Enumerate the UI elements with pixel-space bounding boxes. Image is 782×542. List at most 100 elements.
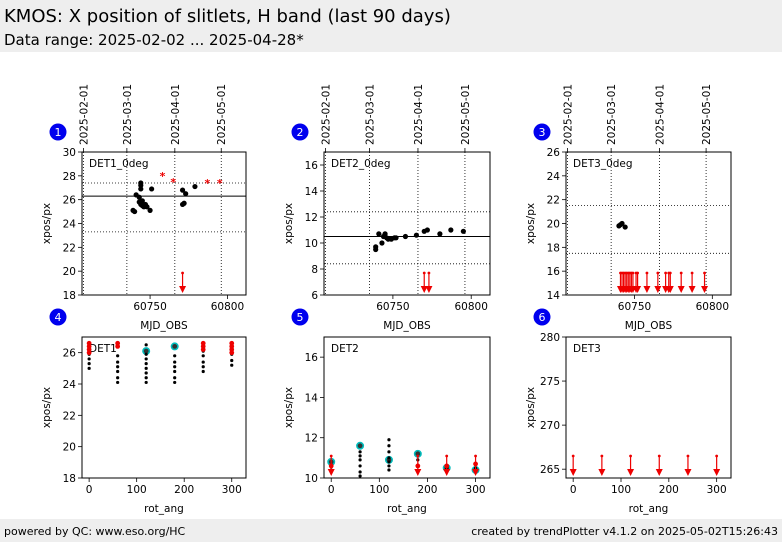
x-axis-label: MJD_OBS — [625, 320, 673, 332]
out-of-range-arrow-tail — [629, 454, 632, 458]
plot-frame — [81, 336, 247, 479]
date-tick-label: 2025-05-01 — [460, 84, 472, 145]
out-of-range-arrow-head — [327, 469, 335, 476]
data-point — [413, 232, 419, 238]
out-of-range-arrow-head — [420, 286, 428, 293]
data-point — [387, 438, 391, 442]
data-point — [173, 365, 177, 369]
out-of-range-arrow-head — [472, 469, 480, 476]
x-tick-label: 60750 — [618, 301, 651, 313]
y-tick-label: 22 — [63, 410, 76, 422]
chart-panel-5: 0 100 200 300 10 12 14 16 rot_ang xpos/px DET2 5 — [283, 308, 491, 515]
x-tick-label: 100 — [127, 484, 147, 496]
chart-panel-3: 2025-02-01 2025-03-01 2025-04-01 2025-05-01… — [525, 84, 732, 332]
plot-frame — [323, 336, 491, 479]
panel-badge — [533, 123, 551, 141]
flagged-point — [115, 344, 121, 349]
data-point — [448, 227, 454, 233]
data-point — [230, 363, 234, 367]
data-point — [116, 354, 120, 358]
x-axis-label: rot_ang — [144, 503, 184, 515]
out-of-range-arrow-tail — [329, 454, 333, 458]
x-axis-label: rot_ang — [387, 503, 427, 515]
y-axis-label: xpos/px — [283, 387, 295, 428]
out-of-range-arrow-tail — [571, 454, 575, 458]
out-of-range-arrow-head — [654, 286, 662, 293]
panel-label: DET2 — [331, 343, 359, 355]
data-point — [144, 343, 148, 347]
data-point — [179, 187, 186, 193]
out-of-range-arrow-tail — [656, 271, 660, 275]
out-of-range-arrow-tail — [631, 271, 635, 275]
data-point — [230, 358, 234, 363]
data-point — [192, 183, 198, 190]
out-of-range-arrow-head — [414, 469, 422, 476]
data-point — [87, 366, 91, 370]
out-of-range-arrow-tail — [657, 454, 661, 458]
y-tick-label: 22 — [547, 195, 560, 207]
page-title: KMOS: X position of slitlets, H band (la… — [4, 6, 451, 27]
data-point — [173, 380, 177, 385]
data-point — [201, 354, 205, 358]
panel-badge — [49, 308, 67, 326]
y-tick-label: 10 — [305, 473, 318, 485]
flagged-point — [86, 350, 92, 356]
y-tick-label: 24 — [63, 379, 77, 391]
data-point — [144, 352, 148, 356]
y-tick-label: 265 — [540, 464, 560, 476]
x-tick-label: 60750 — [133, 301, 166, 313]
x-tick-label: 300 — [466, 484, 486, 496]
y-axis-label: xpos/px — [283, 203, 295, 244]
data-point — [201, 369, 205, 374]
highlight-point — [170, 342, 179, 351]
out-of-range-arrow-tail — [703, 271, 706, 275]
date-tick-label: 2025-03-01 — [364, 84, 376, 145]
y-tick-label: 24 — [547, 171, 561, 183]
panel-badge — [291, 123, 309, 141]
y-tick-label: 14 — [547, 290, 561, 302]
y-tick-label: 20 — [63, 266, 76, 278]
chart-panel-6: 0 100 200 300 265 270 275 280 rot_ang xpos/px DET3… — [525, 308, 732, 515]
date-tick-label: 2025-05-01 — [216, 84, 228, 145]
panel-badge — [533, 308, 551, 326]
data-point — [379, 240, 385, 246]
out-of-range-arrow-tail — [474, 454, 477, 458]
x-tick-label: 200 — [417, 484, 437, 496]
data-point — [373, 244, 379, 250]
panel-label: DET1 — [89, 343, 117, 355]
out-of-range-arrow-head — [666, 286, 674, 293]
data-point — [144, 204, 150, 210]
data-point — [149, 186, 155, 192]
x-tick-label: 100 — [611, 484, 631, 496]
y-tick-label: 26 — [63, 195, 77, 207]
y-tick-label: 16 — [305, 352, 319, 364]
out-of-range-arrow-head — [688, 286, 696, 293]
panel-badge-number: 5 — [297, 311, 304, 324]
out-of-range-arrow-head — [425, 286, 433, 293]
data-point — [87, 357, 91, 361]
date-tick-label: 2025-04-01 — [413, 84, 425, 145]
x-axis-label: MJD_OBS — [383, 320, 431, 332]
plots-area: 2025-02-01 2025-03-01 2025-04-01 2025-05-01… — [41, 84, 732, 515]
data-point — [393, 235, 399, 241]
data-point — [460, 228, 466, 234]
out-of-range-arrow-tail — [668, 271, 672, 275]
plot-frame — [323, 151, 491, 296]
data-point — [116, 376, 120, 380]
data-point — [387, 450, 391, 454]
x-tick-label: 60800 — [696, 301, 729, 313]
highlight-point — [356, 441, 365, 450]
data-point — [139, 198, 145, 204]
y-tick-label: 18 — [547, 242, 560, 254]
chart-panel-1: 2025-02-01 2025-03-01 2025-04-01 2025-05-01… — [41, 84, 247, 332]
out-of-range-arrow-head — [677, 286, 685, 293]
data-point — [132, 208, 138, 215]
panel-label: DET3_0deg — [573, 158, 633, 170]
y-tick-label: 24 — [63, 219, 77, 231]
flagged-point: * — [160, 170, 166, 183]
y-tick-label: 275 — [540, 376, 560, 388]
out-of-range-arrow-tail — [636, 271, 640, 275]
out-of-range-arrow-tail — [715, 454, 719, 458]
out-of-range-arrow-tail — [664, 271, 668, 275]
flagged-point: * — [204, 177, 210, 190]
